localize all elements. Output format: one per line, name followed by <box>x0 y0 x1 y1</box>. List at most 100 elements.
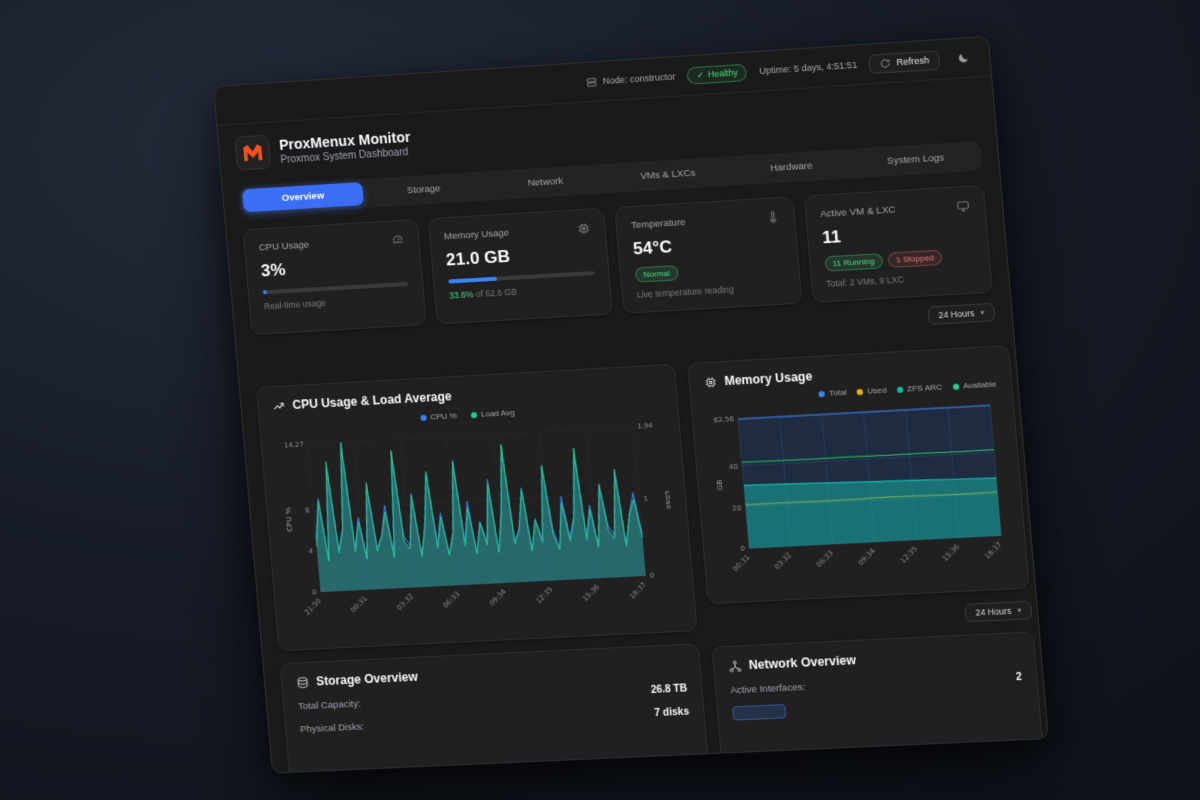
vm-card-title: Active VM & LXC <box>819 204 896 221</box>
app-header: ProxMenux Monitor Proxmox System Dashboa… <box>217 77 995 180</box>
chevron-down-icon: ▾ <box>980 309 985 317</box>
tab-system-logs[interactable]: System Logs <box>886 152 945 167</box>
svg-text:20: 20 <box>732 504 742 513</box>
memory-card-title: Memory Usage <box>443 227 510 243</box>
cpu-usage-card: CPU Usage 3% Real-time usage <box>242 218 427 336</box>
cpu-legend-dot <box>420 414 427 421</box>
svg-text:62.56: 62.56 <box>713 416 734 425</box>
memory-chart-card: Memory Usage Total Used ZFS ARC Availabl… <box>686 344 1030 605</box>
available-legend-dot <box>952 383 960 390</box>
zfs-arc-legend-dot <box>896 386 904 393</box>
svg-text:18:37: 18:37 <box>983 541 1003 561</box>
svg-text:8: 8 <box>305 506 310 514</box>
svg-text:18:37: 18:37 <box>628 581 648 601</box>
proxmenux-logo-icon <box>234 134 272 171</box>
network-title: Network Overview <box>748 653 857 673</box>
active-vm-lxc-card: Active VM & LXC 11 11 Running 1 Stopped … <box>803 184 993 304</box>
svg-text:Load: Load <box>664 490 675 509</box>
svg-text:09:34: 09:34 <box>857 547 878 568</box>
svg-text:14.27: 14.27 <box>284 441 305 450</box>
memory-chip-icon <box>577 222 591 236</box>
tab-hardware[interactable]: Hardware <box>769 160 814 175</box>
svg-text:12:35: 12:35 <box>535 585 555 605</box>
svg-text:CPU %: CPU % <box>284 507 295 532</box>
refresh-button[interactable]: Refresh <box>868 49 941 74</box>
svg-text:40: 40 <box>729 462 739 471</box>
cpu-caption: Real-time usage <box>263 297 327 312</box>
total-capacity-value: 26.8 TB <box>650 683 688 697</box>
storage-overview-card: Storage Overview Total Capacity: 26.8 TB… <box>279 643 712 774</box>
svg-text:4: 4 <box>309 547 315 555</box>
moon-icon <box>957 51 971 64</box>
temperature-card: Temperature 54°C Normal Live temperature… <box>614 196 803 314</box>
node-label: Node: constructor <box>602 71 676 87</box>
memory-chart: 62.56 40 20 000:31 03:32 06:33 09:34 12:35 15:36… <box>713 397 1004 573</box>
used-legend-dot <box>856 388 864 395</box>
svg-text:12:35: 12:35 <box>899 545 919 565</box>
thermometer-icon <box>765 210 779 224</box>
storage-row-capacity: Total Capacity: 26.8 TB <box>297 683 688 713</box>
vm-caption: Total: 2 VMs, 9 LXC <box>825 274 905 289</box>
memory-time-range-select[interactable]: 24 Hours ▾ <box>964 600 1033 623</box>
theme-toggle-button[interactable] <box>951 46 976 70</box>
storage-row-disks: Physical Disks: 7 disks <box>299 706 690 736</box>
memory-chart-title: Memory Usage <box>723 369 813 389</box>
main-content: CPU Usage & Load Average CPU % Load Avg … <box>255 344 1045 774</box>
memory-caption: 33.6% of 62.6 GB <box>448 286 518 301</box>
temperature-card-title: Temperature <box>630 216 687 232</box>
monitor-icon <box>956 199 971 213</box>
refresh-icon <box>879 57 891 69</box>
health-status-badge: ✓ Healthy <box>686 63 748 85</box>
svg-text:21:50: 21:50 <box>304 597 324 617</box>
svg-text:GB: GB <box>714 479 724 491</box>
svg-text:15:36: 15:36 <box>582 583 602 603</box>
cpu-usage-value: 3% <box>260 260 287 281</box>
temperature-status-badge: Normal <box>634 265 679 283</box>
tab-overview[interactable]: Overview <box>241 181 365 213</box>
svg-text:03:32: 03:32 <box>773 551 793 571</box>
physical-disks-value: 7 disks <box>654 706 690 720</box>
memory-progress-track <box>447 270 595 284</box>
network-nodes-icon <box>728 659 742 673</box>
svg-text:0: 0 <box>312 589 317 597</box>
uptime-label: Uptime: 5 days, 4:51:51 <box>758 59 858 77</box>
tab-vms-lxcs[interactable]: VMs & LXCs <box>639 167 696 183</box>
server-icon <box>586 76 598 88</box>
tab-storage[interactable]: Storage <box>406 183 442 197</box>
svg-text:00:31: 00:31 <box>731 553 751 573</box>
svg-text:06:33: 06:33 <box>815 549 835 569</box>
trending-up-icon <box>272 399 286 413</box>
active-interfaces-value: 2 <box>1015 671 1023 684</box>
memory-usage-card: Memory Usage 21.0 GB 33.6% of 62.6 GB <box>427 207 614 325</box>
memory-progress-fill <box>447 276 498 284</box>
total-legend-dot <box>818 390 826 397</box>
memory-usage-value: 21.0 GB <box>445 246 511 270</box>
network-row-interfaces: Active Interfaces: 2 <box>730 671 1023 697</box>
svg-text:09:34: 09:34 <box>488 587 508 607</box>
svg-text:15:36: 15:36 <box>941 543 961 563</box>
dashboard-window: Node: constructor ✓ Healthy Uptime: 5 da… <box>213 35 1050 774</box>
interface-badge[interactable] <box>731 704 787 721</box>
svg-text:1: 1 <box>643 495 648 503</box>
time-range-select[interactable]: 24 Hours ▾ <box>927 302 996 325</box>
svg-text:1.94: 1.94 <box>637 422 654 431</box>
check-icon: ✓ <box>696 69 705 80</box>
temperature-caption: Live temperature reading <box>636 284 735 300</box>
cpu-progress-fill <box>262 290 268 295</box>
cpu-load-chart-card: CPU Usage & Load Average CPU % Load Avg … <box>255 363 698 652</box>
gauge-icon <box>390 233 404 247</box>
stopped-badge: 1 Stopped <box>887 249 943 269</box>
load-legend-dot <box>470 411 478 418</box>
running-badge: 11 Running <box>823 253 884 272</box>
node-indicator: Node: constructor <box>586 71 676 88</box>
hard-drive-icon <box>296 675 310 689</box>
svg-text:0: 0 <box>650 572 655 580</box>
svg-text:0: 0 <box>740 545 745 553</box>
svg-text:06:33: 06:33 <box>442 590 462 610</box>
cpu-card-title: CPU Usage <box>258 239 310 254</box>
tab-network[interactable]: Network <box>527 175 564 189</box>
svg-text:00:31: 00:31 <box>350 594 370 614</box>
chevron-down-icon: ▾ <box>1017 607 1022 615</box>
storage-title: Storage Overview <box>315 669 419 689</box>
